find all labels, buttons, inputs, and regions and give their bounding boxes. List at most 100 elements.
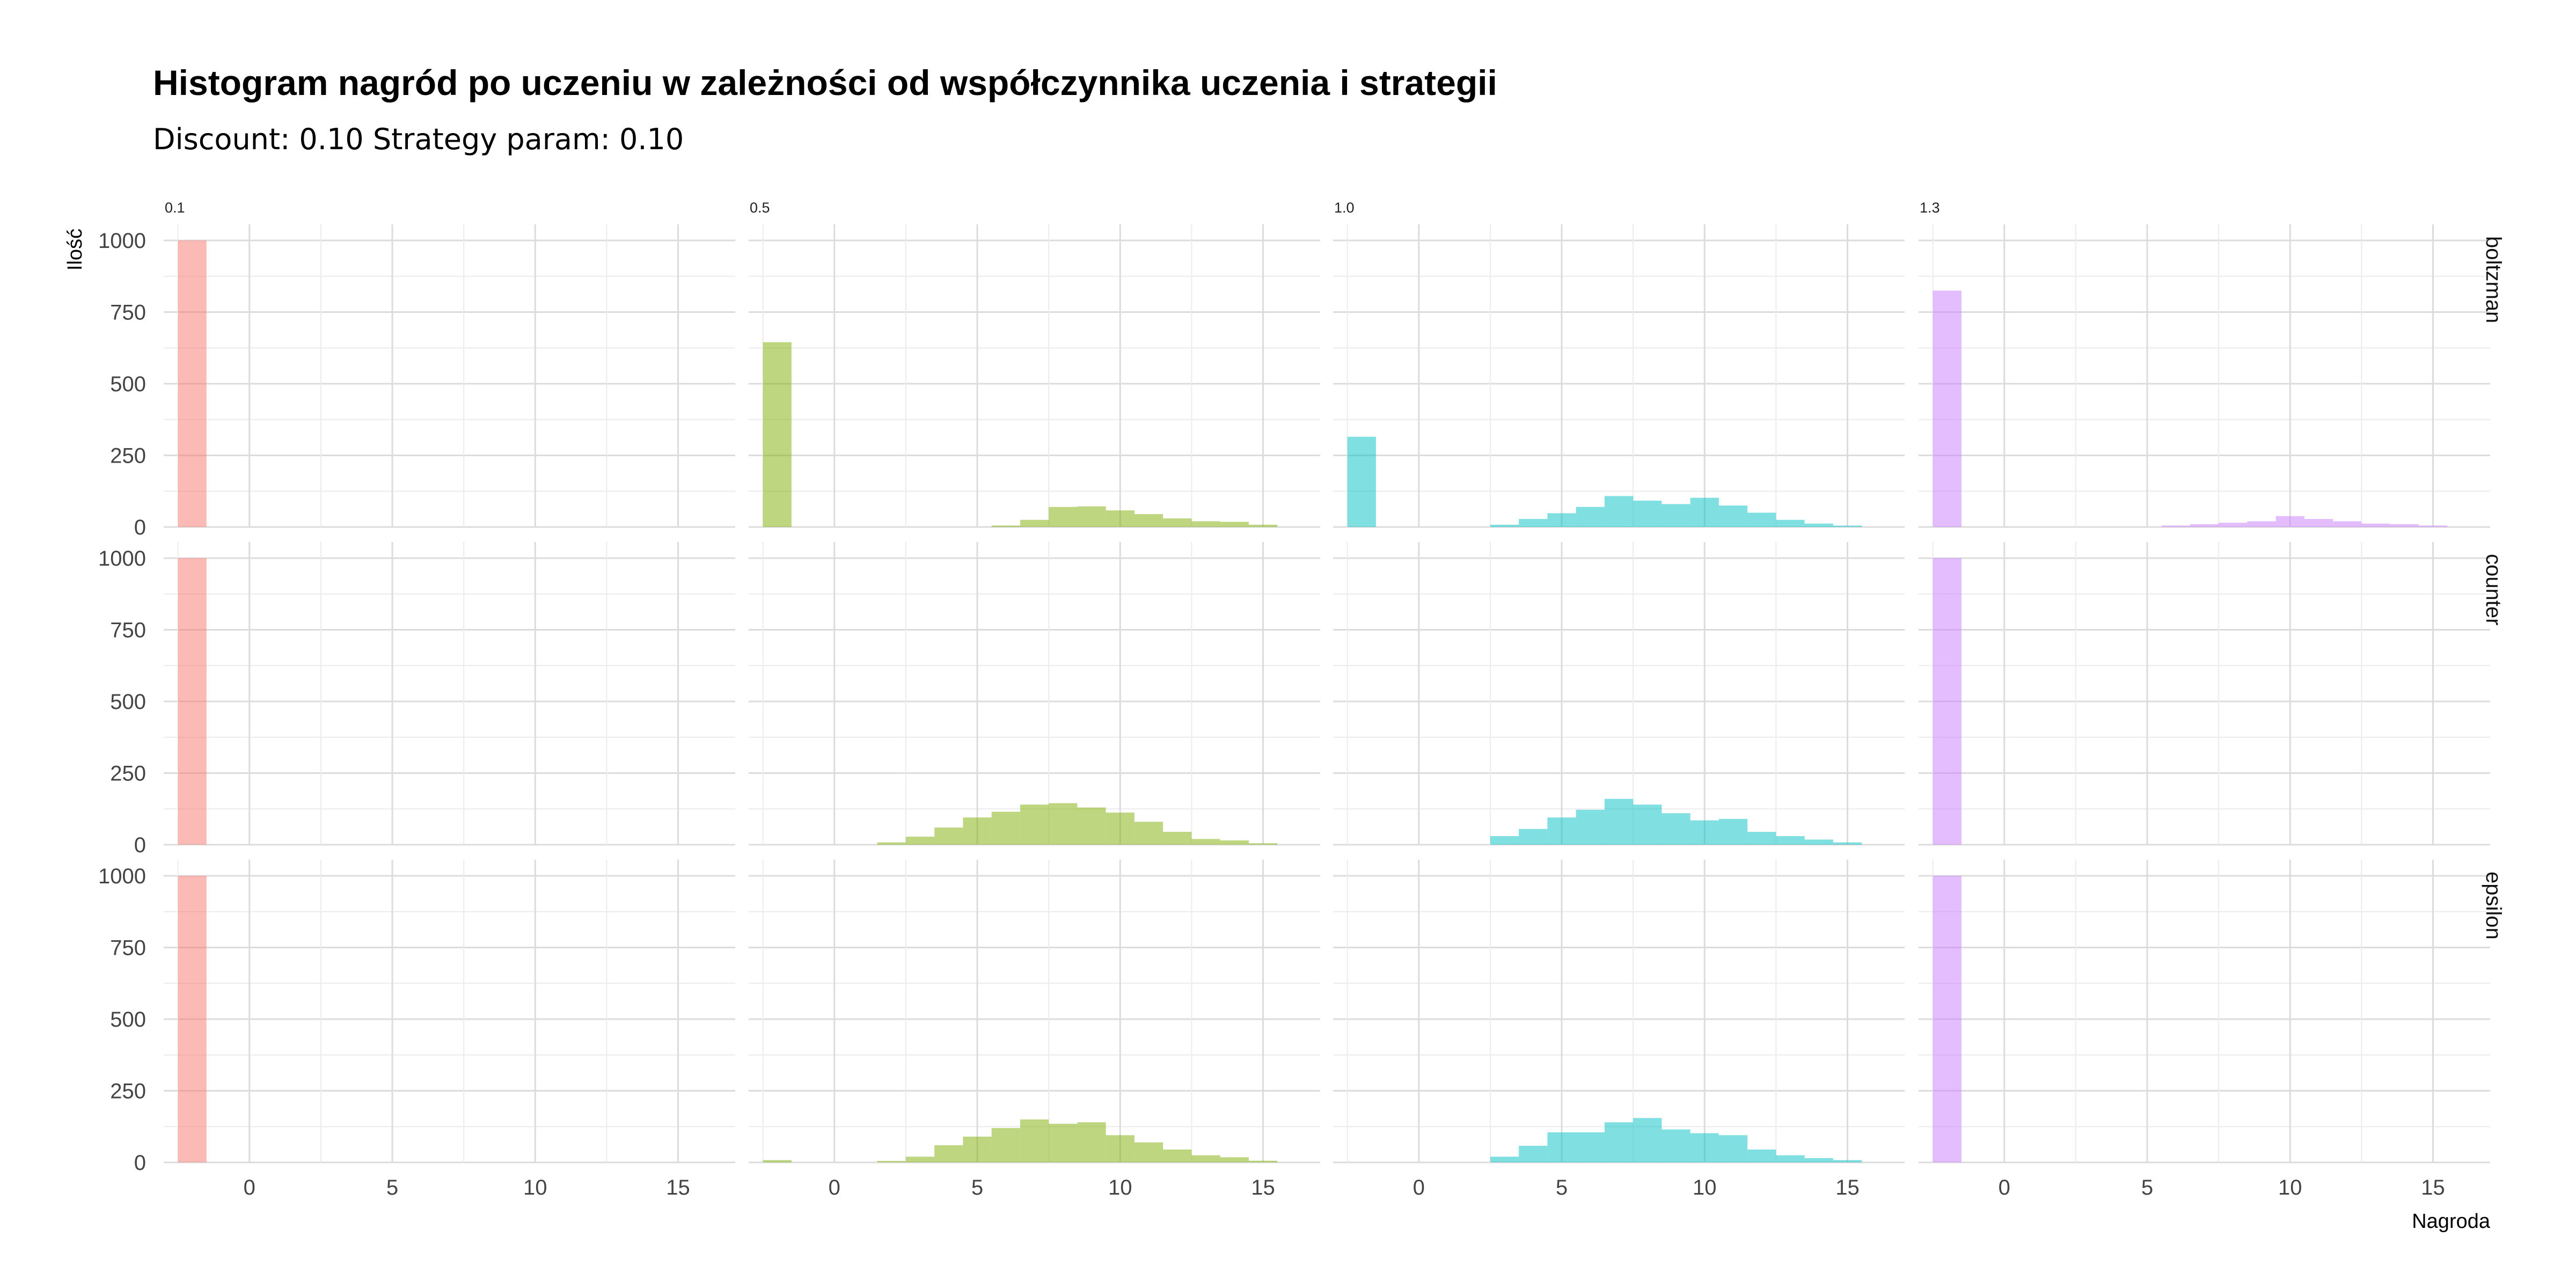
histogram-bar — [1106, 510, 1135, 527]
histogram-bar — [1690, 497, 1719, 527]
histogram-bar — [934, 827, 963, 845]
x-axis-title: Nagroda — [2412, 1210, 2491, 1233]
histogram-bar — [1718, 1135, 1748, 1162]
histogram-bar — [1020, 519, 1049, 527]
histogram-bar — [1490, 524, 1519, 527]
histogram-bar — [991, 1128, 1020, 1162]
histogram-bar — [963, 1136, 992, 1162]
column-strip-label: 0.5 — [750, 200, 770, 216]
x-tick-label: 0 — [1999, 1176, 2010, 1199]
histogram-bar — [763, 1160, 792, 1162]
histogram-bar — [1519, 1146, 1548, 1162]
y-tick-label: 250 — [110, 762, 146, 786]
histogram-bar — [1604, 1122, 1634, 1162]
histogram-bar — [1134, 1142, 1163, 1162]
histogram-bar — [178, 876, 207, 1162]
histogram-bar — [1220, 1157, 1249, 1162]
panel-boltzman-1.3 — [1919, 224, 2490, 528]
panel-boltzman-0.1 — [164, 224, 735, 528]
histogram-bar — [1718, 818, 1748, 845]
histogram-bar — [1633, 1118, 1662, 1162]
histogram-bar — [1191, 1155, 1220, 1162]
x-tick-label: 0 — [244, 1176, 255, 1199]
histogram-bar — [1662, 504, 1690, 527]
y-axis-title: Ilość — [64, 229, 86, 270]
histogram-bar — [2247, 521, 2276, 527]
x-tick-label: 15 — [1251, 1176, 1275, 1199]
histogram-bar — [1547, 817, 1576, 845]
histogram-bar — [1049, 507, 1078, 527]
panel-boltzman-0.5 — [749, 224, 1320, 528]
histogram-bar — [1191, 839, 1220, 845]
x-tick-label: 0 — [1413, 1176, 1425, 1199]
histogram-bar — [1690, 1133, 1719, 1162]
y-tick-label: 250 — [110, 1080, 146, 1103]
chart-title: Histogram nagród po uczeniu w zależności… — [153, 63, 1497, 103]
histogram-bar — [1604, 496, 1634, 527]
x-tick-label: 15 — [1835, 1176, 1860, 1199]
histogram-bar — [2304, 519, 2333, 527]
histogram-bar — [905, 1157, 935, 1162]
histogram-bar — [1604, 799, 1634, 845]
x-tick-label: 5 — [971, 1176, 983, 1199]
histogram-bar — [905, 837, 935, 845]
histogram-bar — [1633, 500, 1662, 527]
histogram-bar — [1718, 505, 1748, 527]
x-tick-label: 10 — [523, 1176, 547, 1199]
histogram-bar — [1519, 829, 1548, 845]
row-strip-label: counter — [2482, 554, 2505, 625]
histogram-bar — [1248, 524, 1278, 527]
x-tick-label: 5 — [2141, 1176, 2153, 1199]
y-tick-label: 750 — [110, 619, 146, 642]
histogram-bar — [2418, 525, 2448, 527]
panel-epsilon-0.1 — [164, 860, 735, 1163]
histogram-bar — [1163, 1149, 1192, 1162]
column-strip-label: 1.0 — [1334, 200, 1355, 216]
panel-counter-0.1 — [164, 542, 735, 846]
histogram-bar — [1576, 1132, 1605, 1162]
histogram-bar — [1020, 804, 1049, 845]
histogram-bar — [178, 240, 207, 527]
column-strip-label: 1.3 — [1920, 200, 1940, 216]
histogram-bar — [2390, 524, 2419, 527]
x-tick-label: 10 — [1693, 1176, 1717, 1199]
row-strip-label: boltzman — [2482, 236, 2505, 323]
panel-epsilon-0.5 — [749, 860, 1320, 1163]
histogram-bar — [2219, 522, 2248, 527]
histogram-bar — [1020, 1119, 1049, 1162]
column-strip-label: 0.1 — [165, 200, 185, 216]
histogram-bar — [2361, 523, 2390, 527]
y-tick-label: 750 — [110, 936, 146, 960]
histogram-bar — [1191, 521, 1220, 527]
histogram-bar — [963, 817, 992, 845]
y-tick-label: 750 — [110, 301, 146, 325]
histogram-bar — [1804, 839, 1833, 845]
row-strip-label: epsilon — [2482, 872, 2505, 940]
histogram-bar — [2161, 525, 2190, 527]
histogram-bar — [1248, 843, 1278, 845]
histogram-bar — [1220, 522, 1249, 527]
x-tick-label: 15 — [2421, 1176, 2445, 1199]
histogram-bar — [2333, 521, 2362, 527]
histogram-bar — [1776, 836, 1805, 845]
y-tick-label: 500 — [110, 690, 146, 714]
histogram-bar — [1747, 1149, 1776, 1162]
histogram-bar — [1077, 1122, 1106, 1162]
y-tick-label: 0 — [134, 1151, 146, 1175]
histogram-bar — [1662, 813, 1690, 845]
histogram-bar — [1804, 523, 1833, 527]
y-tick-label: 0 — [134, 833, 146, 857]
histogram-bar — [1049, 1123, 1078, 1162]
histogram-bar — [1690, 820, 1719, 845]
histogram-bar — [1662, 1129, 1690, 1162]
histogram-bar — [1576, 809, 1605, 845]
histogram-bar — [1933, 876, 1962, 1162]
y-tick-label: 500 — [110, 1008, 146, 1031]
histogram-bar — [1049, 803, 1078, 845]
histogram-bar — [2275, 516, 2304, 527]
histogram-bar — [1163, 518, 1192, 527]
histogram-bar — [1077, 506, 1106, 527]
histogram-bar — [1347, 436, 1376, 527]
facet-panels: 0.1 0.5 1.0 1.3boltzmancounterepsilon025050… — [98, 200, 2505, 1199]
